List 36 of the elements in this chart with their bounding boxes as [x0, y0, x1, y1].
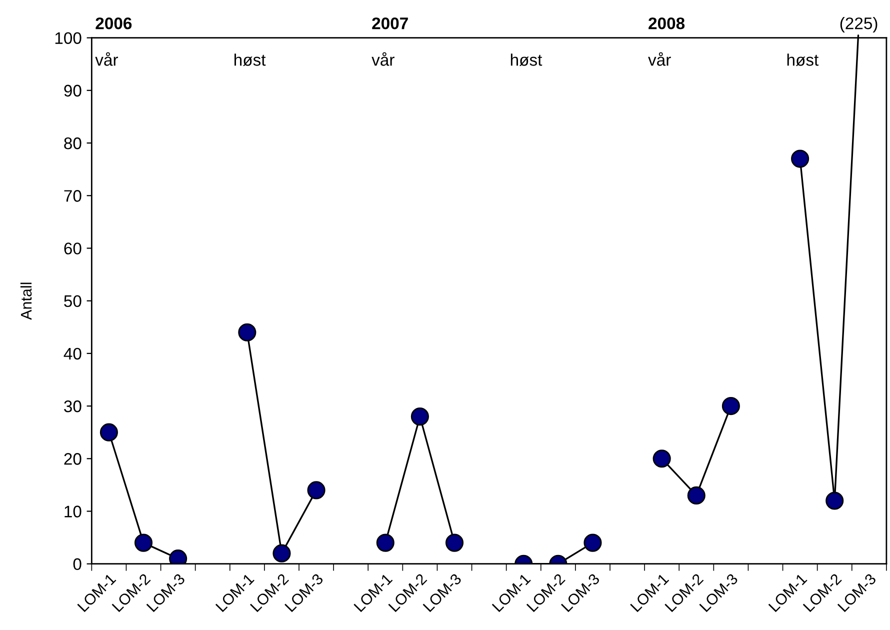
annotation: vår	[648, 52, 671, 66]
y-axis-title: Antall	[20, 282, 32, 320]
text: 2008	[648, 17, 685, 30]
annotation: høst	[787, 54, 819, 66]
annotation: vår	[95, 52, 118, 66]
point	[445, 534, 464, 552]
point	[410, 408, 429, 426]
y-tick-label: 30	[64, 400, 82, 412]
y-tick-label: 100	[55, 32, 82, 44]
point	[307, 481, 326, 500]
y-tick-label: 20	[64, 453, 82, 465]
annotation: høst	[510, 54, 542, 66]
point	[826, 492, 844, 510]
point	[584, 534, 602, 552]
point	[376, 534, 394, 552]
point	[652, 450, 671, 468]
point	[238, 323, 256, 342]
point	[272, 544, 291, 562]
y-tick-label: 60	[64, 242, 82, 254]
point	[791, 150, 810, 168]
text: (225)	[840, 17, 878, 33]
y-tick-label: 40	[64, 348, 82, 360]
point	[100, 423, 118, 442]
y-tick-label: 10	[64, 506, 82, 518]
y-tick-label: 70	[64, 190, 82, 202]
y-tick-label: 0	[73, 558, 82, 570]
y-tick-label: 50	[64, 295, 82, 308]
point	[134, 534, 153, 552]
y-tick-label: 80	[64, 137, 82, 150]
annotation: høst	[234, 54, 266, 66]
text: 2007	[372, 17, 408, 30]
annotation: vår	[372, 52, 394, 66]
y-tick-label: 90	[64, 84, 82, 97]
text: 2006	[96, 17, 132, 30]
point	[687, 486, 706, 504]
point	[722, 397, 740, 416]
